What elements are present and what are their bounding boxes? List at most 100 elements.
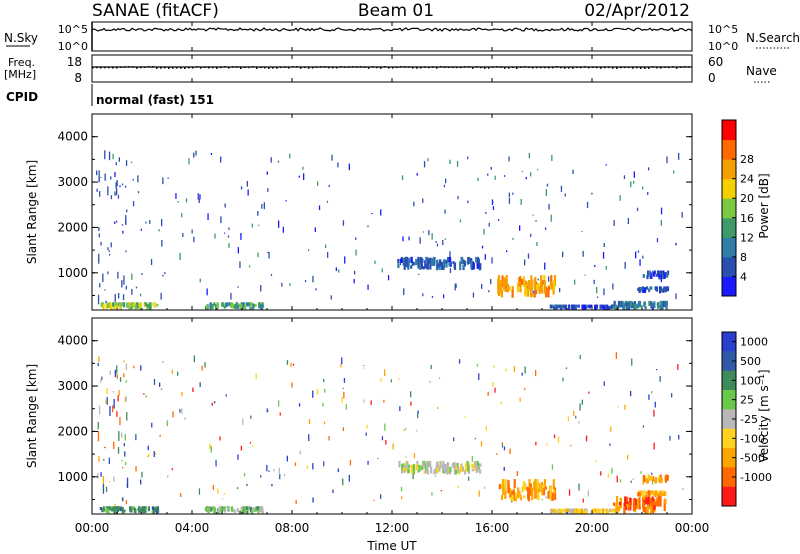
scatter-mark [122,294,125,301]
nave-point [640,67,642,69]
echo-mark [594,508,597,512]
colorbar-swatch [722,139,736,160]
scatter-mark [400,486,403,492]
echo-mark [637,300,641,305]
echo-mark [405,256,409,264]
echo-mark [229,302,232,308]
scatter-mark [610,426,612,432]
scatter-mark [147,445,149,451]
nave-point [124,66,126,68]
echo-mark [618,505,621,512]
scatter-mark [553,434,556,439]
scatter-mark [682,488,684,490]
echo-mark [615,507,619,511]
scatter-mark [104,289,106,291]
scatter-mark [656,369,658,371]
echo-mark [640,305,643,309]
nave-point [180,67,182,69]
scatter-mark [125,285,127,290]
echo-mark [553,489,556,494]
scatter-mark [345,404,347,410]
nave-point [284,66,286,68]
echo-mark [610,509,614,513]
echo-mark [644,506,647,514]
scatter-mark [642,425,645,428]
echo-mark [643,477,646,483]
nave-point [384,66,386,68]
scatter-mark [338,269,340,273]
scatter-mark [442,240,444,246]
echo-mark [146,305,149,310]
scatter-mark [139,293,142,297]
scatter-mark [454,283,456,291]
echo-mark [133,507,136,513]
echo-mark [647,475,650,480]
scatter-mark [124,185,127,188]
echo-mark [560,509,563,514]
scatter-mark [151,422,153,428]
nave-point [176,67,178,69]
scatter-mark [417,410,419,414]
nave-point [576,66,578,69]
echo-mark [552,479,555,492]
scatter-mark [207,213,209,220]
scatter-mark [304,280,307,283]
echo-mark [135,302,139,306]
echo-mark [435,461,439,468]
scatter-mark [594,265,596,268]
scatter-mark [105,399,107,404]
echo-mark [211,305,214,309]
scatter-mark [492,201,494,204]
echo-mark [471,468,474,472]
nave-point [280,66,282,69]
scatter-mark [123,360,125,363]
nave-point [348,66,350,68]
scatter-mark [248,265,251,268]
echo-mark [239,510,242,514]
colorbar-swatch [722,198,736,219]
scatter-mark [512,192,514,195]
nave-point [424,66,426,68]
scatter-mark [121,224,124,226]
scatter-mark [330,295,332,300]
nave-point [292,66,294,68]
scatter-mark [106,388,108,395]
nave-point [584,66,586,68]
scatter-mark [449,251,451,259]
scatter-mark [630,480,632,483]
echo-mark [107,302,110,308]
nave-point [328,66,330,69]
scatter-mark [106,396,108,405]
nave-point [492,66,494,68]
echo-mark [151,510,154,514]
ytick-label: 3000 [57,175,88,189]
scatter-mark [659,376,661,382]
echo-mark [452,261,455,265]
echo-mark [412,464,415,472]
scatter-mark [312,497,314,503]
echo-mark [449,256,452,264]
scatter-mark [535,220,537,222]
nave-point [660,67,662,69]
echo-mark [521,278,524,285]
echo-mark [146,304,149,308]
echo-mark [599,304,602,310]
colorbar-tick-label: 4 [740,270,747,283]
echo-mark [643,288,646,293]
echo-mark [609,305,613,309]
echo-mark [240,304,243,310]
scatter-mark [299,450,301,455]
scatter-mark [96,188,98,192]
nave-point [136,67,138,69]
nave-point [548,66,550,69]
scatter-mark [316,388,319,395]
scatter-mark [240,445,242,451]
scatter-mark [104,150,106,160]
scatter-mark [478,463,480,466]
echo-mark [501,275,504,288]
scatter-mark [273,469,275,472]
echo-mark [421,258,424,263]
scatter-mark [121,432,123,438]
echo-mark [523,495,526,499]
